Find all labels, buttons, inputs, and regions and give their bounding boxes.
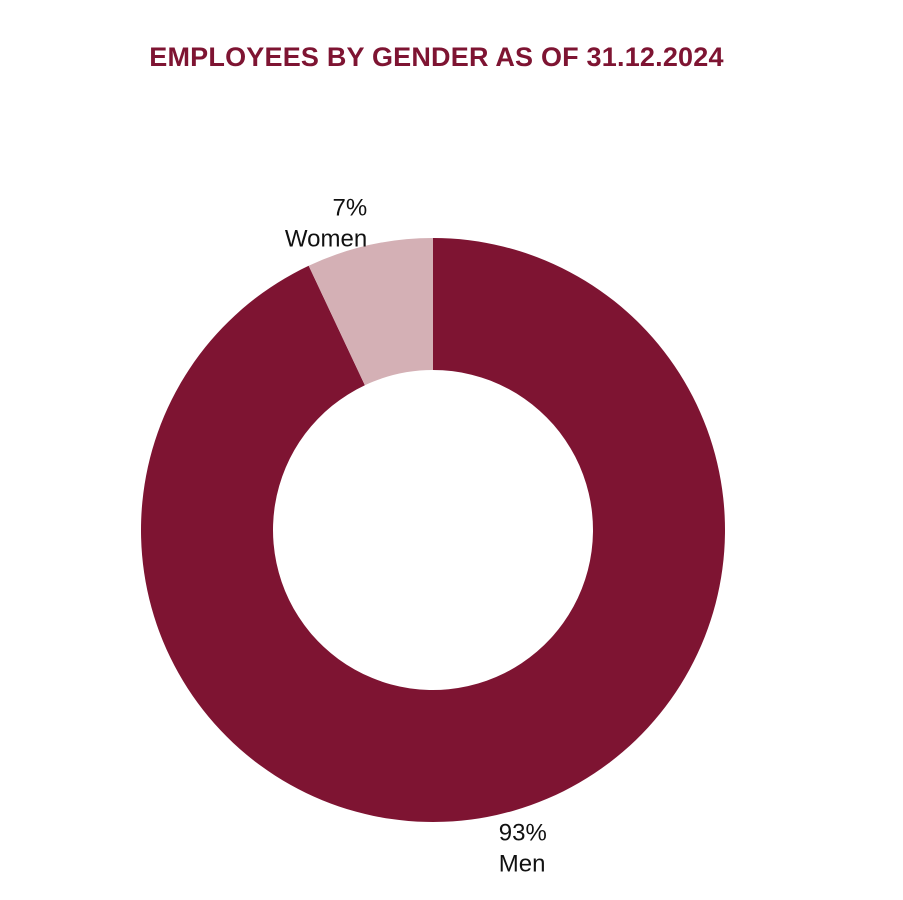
slice-women-percent-label: 7% [333, 195, 368, 222]
slice-men-percent-label: 93% [499, 819, 547, 846]
slice-women-name-label: Women [285, 226, 367, 253]
chart-title: EMPLOYEES BY GENDER AS OF 31.12.2024 [149, 42, 724, 72]
slice-women [308, 238, 433, 386]
slice-men [140, 238, 726, 822]
donut-slices [140, 238, 726, 822]
donut-labels: 93% Men 7% Women [285, 195, 547, 878]
slice-men-name-label: Men [499, 850, 546, 877]
